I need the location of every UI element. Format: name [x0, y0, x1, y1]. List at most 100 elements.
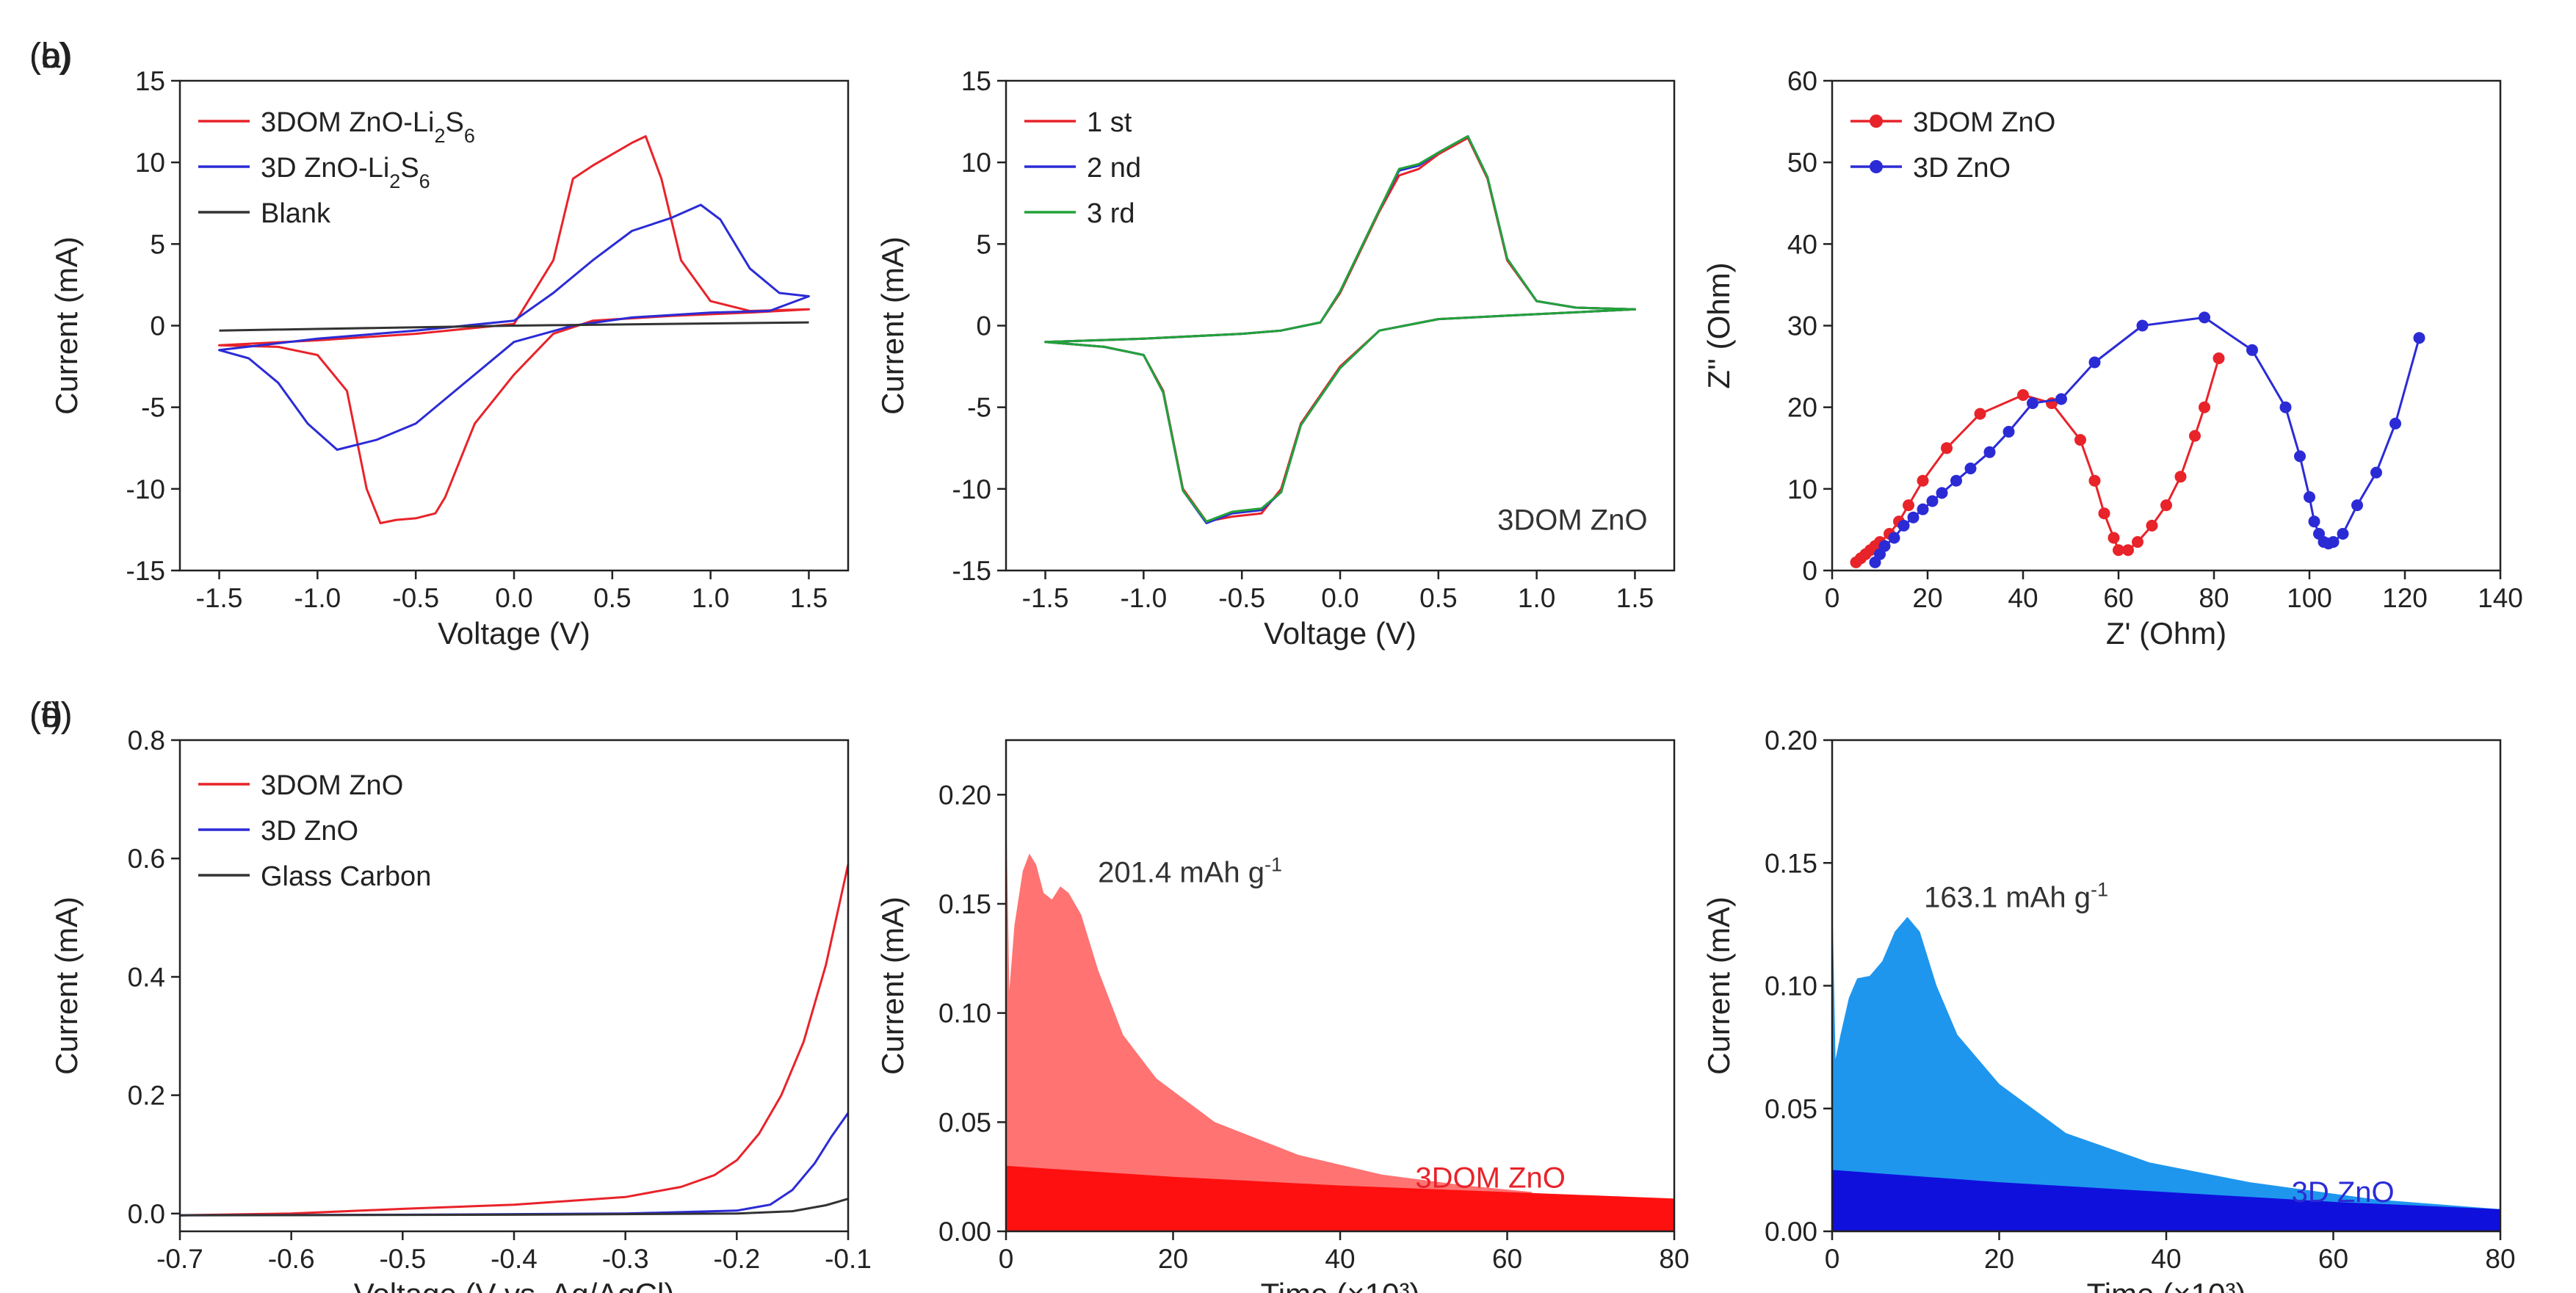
legend-label: 2 nd: [1087, 153, 1141, 184]
annotation: 3D ZnO: [2292, 1176, 2395, 1209]
data-point: [2088, 356, 2101, 369]
x-tick-label: 40: [2151, 1244, 2181, 1274]
panel-a: (a) -1.5 -1.0 -0.5 0.0 0.5 1.0 1.5 -15 -10 -5 0 5 10 1…: [29, 37, 850, 651]
data-point: [2213, 352, 2225, 364]
x-tick-label: -0.1: [825, 1244, 872, 1274]
y-tick-label: 0.2: [128, 1081, 165, 1111]
y-tick-label: 0.6: [128, 844, 165, 874]
data-point: [2122, 544, 2134, 557]
data-point: [2351, 499, 2363, 512]
y-tick-label: -5: [967, 393, 991, 423]
y-tick-label: 60: [1787, 66, 1817, 96]
legend-label: 3DOM ZnO: [1913, 107, 2055, 138]
x-tick-label: 60: [2318, 1244, 2348, 1274]
data-point: [2199, 401, 2210, 413]
y-tick-label: -5: [141, 393, 165, 423]
data-point: [2074, 434, 2086, 446]
legend-label: 3DOM ZnO-Li2S6: [261, 107, 475, 147]
x-tick-label: 20: [1984, 1244, 2014, 1274]
panel-label: (f): [29, 696, 62, 735]
y-tick-label: -15: [952, 556, 991, 586]
x-tick-label: 1.5: [1616, 583, 1654, 613]
panel-label: (e): [29, 696, 73, 735]
y-axis-label: Current (mA): [49, 236, 84, 415]
y-tick-label: 15: [961, 66, 991, 96]
x-tick-label: 60: [2103, 583, 2133, 613]
legend-marker: [1870, 160, 1883, 173]
series-line-2: [1044, 135, 1636, 523]
y-tick-label: 30: [1787, 311, 1817, 341]
x-tick-label: -0.4: [491, 1244, 538, 1274]
data-point: [2017, 389, 2029, 401]
panel-label: (b): [29, 37, 73, 76]
y-tick-label: 0: [976, 311, 991, 341]
data-point: [2189, 430, 2201, 442]
series-line-2: [219, 321, 809, 332]
data-point: [1974, 408, 1986, 420]
data-point: [1897, 519, 1910, 532]
area-fill-lower: [1832, 1170, 2500, 1231]
data-point: [2098, 507, 2110, 520]
data-point: [2246, 344, 2258, 356]
area-fill-upper: [1006, 794, 1533, 1231]
x-tick-label: 0.0: [495, 583, 532, 613]
legend-marker: [1870, 115, 1883, 128]
y-axis-label: Current (mA): [1701, 897, 1736, 1075]
x-tick-label: 0: [1825, 583, 1840, 613]
annotation: 163.1 mAh g-1: [1924, 878, 2108, 913]
y-tick-label: 0.00: [1765, 1217, 1817, 1247]
data-point: [2160, 499, 2172, 512]
y-tick-label: 0.4: [128, 962, 165, 992]
data-point: [2304, 491, 2315, 503]
data-point: [1888, 532, 1900, 544]
x-tick-label: -1.0: [1120, 583, 1167, 613]
x-tick-label: -0.3: [602, 1244, 649, 1274]
data-point: [1936, 487, 1948, 499]
x-tick-label: 140: [2478, 583, 2523, 613]
data-point: [2279, 401, 2292, 413]
x-tick-label: 60: [1492, 1244, 1522, 1274]
x-tick-label: -1.5: [1022, 583, 1069, 613]
series-line-2: [179, 1198, 849, 1217]
panel-d: (d) -0.7 -0.6 -0.5 -0.4 -0.3 -0.2 -0.1 0.0 0.2 0.4…: [29, 696, 872, 1293]
x-tick-label: 120: [2382, 583, 2428, 613]
legend-label: 1 st: [1087, 107, 1132, 138]
data-point: [2327, 536, 2340, 548]
data-point: [2294, 450, 2306, 463]
data-point: [1907, 511, 1920, 524]
data-point: [2174, 471, 2187, 483]
y-tick-label: 0.20: [1765, 725, 1817, 756]
y-tick-label: 0.15: [1765, 848, 1817, 878]
y-tick-label: 0.05: [1765, 1094, 1817, 1124]
y-tick-label: -10: [952, 474, 991, 504]
x-axis-label: Time (×10³): [2087, 1277, 2246, 1293]
x-tick-label: 0.5: [1419, 583, 1457, 613]
data-point: [2113, 544, 2124, 557]
data-point: [2389, 417, 2401, 430]
series-line-0: [179, 863, 850, 1217]
panel-e: (e) 0 20 40 60 80 0.00 0.05 0.10 0.15 0.20 Time (×1…: [29, 696, 1690, 1293]
data-point: [2136, 319, 2149, 332]
x-tick-label: -0.5: [379, 1244, 426, 1274]
x-tick-label: 0.5: [593, 583, 631, 613]
data-point: [2308, 515, 2320, 528]
y-tick-label: 10: [135, 148, 165, 178]
x-tick-label: 80: [2199, 583, 2229, 613]
y-tick-label: 0.20: [938, 780, 991, 810]
x-tick-label: 1.5: [790, 583, 828, 613]
x-tick-label: 80: [1659, 1244, 1689, 1274]
data-point: [1964, 463, 1977, 474]
x-tick-label: 0.0: [1321, 583, 1358, 613]
data-point: [1941, 442, 1953, 454]
x-axis-label: Z' (Ohm): [2106, 616, 2226, 651]
y-tick-label: 5: [150, 229, 165, 259]
x-tick-label: 0: [999, 1244, 1014, 1274]
panel-label: (c): [29, 37, 70, 76]
x-tick-label: 1.0: [1518, 583, 1555, 613]
series-line-0: [1044, 137, 1636, 523]
x-tick-label: -1.5: [196, 583, 243, 613]
x-tick-label: -0.5: [392, 583, 439, 613]
x-axis-label: Voltage (V): [438, 616, 590, 651]
